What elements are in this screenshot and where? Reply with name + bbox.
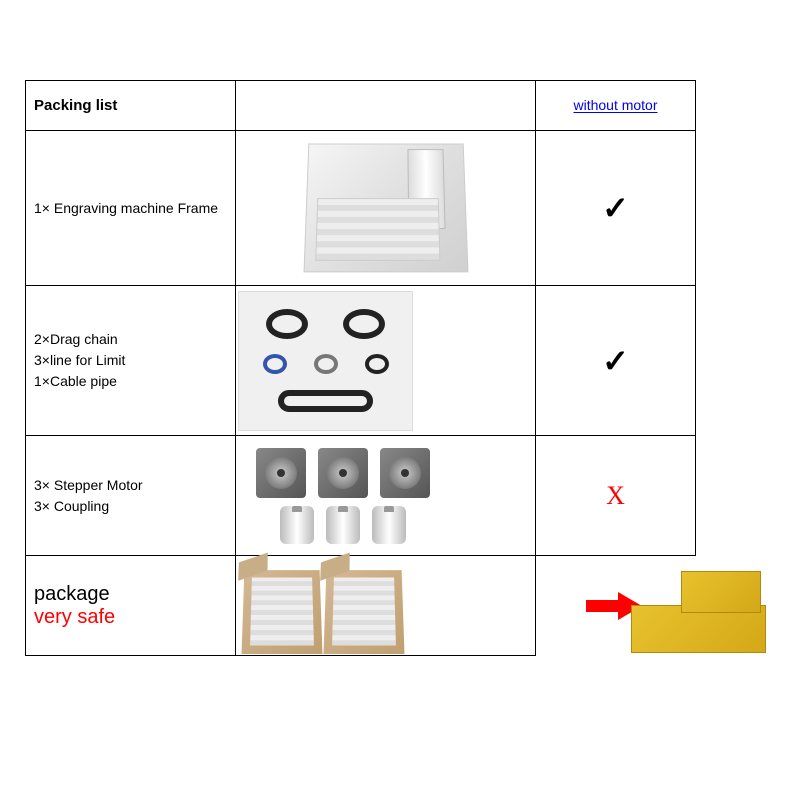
row1-label-cell: 1× Engraving machine Frame: [26, 131, 236, 286]
header-extra-cell: [696, 81, 776, 131]
row2-label-2: 3×line for Limit: [34, 350, 227, 371]
row1-extra-cell: [696, 131, 776, 286]
header-status-cell: without motor: [536, 81, 696, 131]
row1-label: 1× Engraving machine Frame: [34, 198, 227, 219]
row2-image-cell: [236, 286, 536, 436]
checkmark-icon: ✓: [602, 190, 629, 226]
row1-status-cell: ✓: [536, 131, 696, 286]
cross-icon: X: [606, 481, 625, 510]
package-row: package very safe: [26, 556, 776, 656]
row2-status-cell: ✓: [536, 286, 696, 436]
stepper-motor-icon: [318, 448, 368, 498]
row4-yellow-cell: [696, 556, 776, 656]
table-row: 3× Stepper Motor 3× Coupling X: [26, 436, 776, 556]
table-row: 1× Engraving machine Frame ✓: [26, 131, 776, 286]
coupling-icon: [326, 506, 360, 544]
engraving-frame-image: [303, 143, 468, 272]
header-row: Packing list without motor: [26, 81, 776, 131]
header-title: Packing list: [26, 81, 236, 131]
header-image-cell: [236, 81, 536, 131]
cable-coil-icon: [365, 354, 389, 374]
motors-image: [238, 441, 448, 551]
row3-label-2: 3× Coupling: [34, 496, 227, 517]
coupling-icon: [280, 506, 314, 544]
row3-status-cell: X: [536, 436, 696, 556]
row2-label-1: 2×Drag chain: [34, 329, 227, 350]
packing-list-table: Packing list without motor 1× Engraving …: [25, 80, 776, 656]
row2-extra-cell: [696, 286, 776, 436]
row4-image-cell: [236, 556, 536, 656]
open-package-image: [238, 558, 408, 653]
cardboard-box-icon: [242, 570, 323, 654]
stepper-motor-icon: [256, 448, 306, 498]
cardboard-box-icon: [324, 570, 405, 654]
coupling-icon: [372, 506, 406, 544]
stepper-motor-icon: [380, 448, 430, 498]
row3-image-cell: [236, 436, 536, 556]
header-status-label: without motor: [573, 97, 657, 113]
row2-label-3: 1×Cable pipe: [34, 371, 227, 392]
yellow-box-icon: [681, 571, 761, 613]
row4-label-cell: package very safe: [26, 556, 236, 656]
cable-coil-icon: [343, 309, 385, 339]
checkmark-icon: ✓: [602, 343, 629, 379]
cable-coil-icon: [278, 390, 373, 412]
row3-label-1: 3× Stepper Motor: [34, 475, 227, 496]
package-safe-label: very safe: [34, 606, 227, 629]
package-label: package: [34, 583, 227, 606]
row2-label-cell: 2×Drag chain 3×line for Limit 1×Cable pi…: [26, 286, 236, 436]
table-row: 2×Drag chain 3×line for Limit 1×Cable pi…: [26, 286, 776, 436]
row3-label-cell: 3× Stepper Motor 3× Coupling: [26, 436, 236, 556]
cable-coil-icon: [266, 309, 308, 339]
cable-coil-icon: [263, 354, 287, 374]
cables-image: [238, 291, 413, 431]
row1-image-cell: [236, 131, 536, 286]
wrapped-package-image: [626, 558, 776, 653]
row3-extra-cell: [696, 436, 776, 556]
cable-coil-icon: [314, 354, 338, 374]
